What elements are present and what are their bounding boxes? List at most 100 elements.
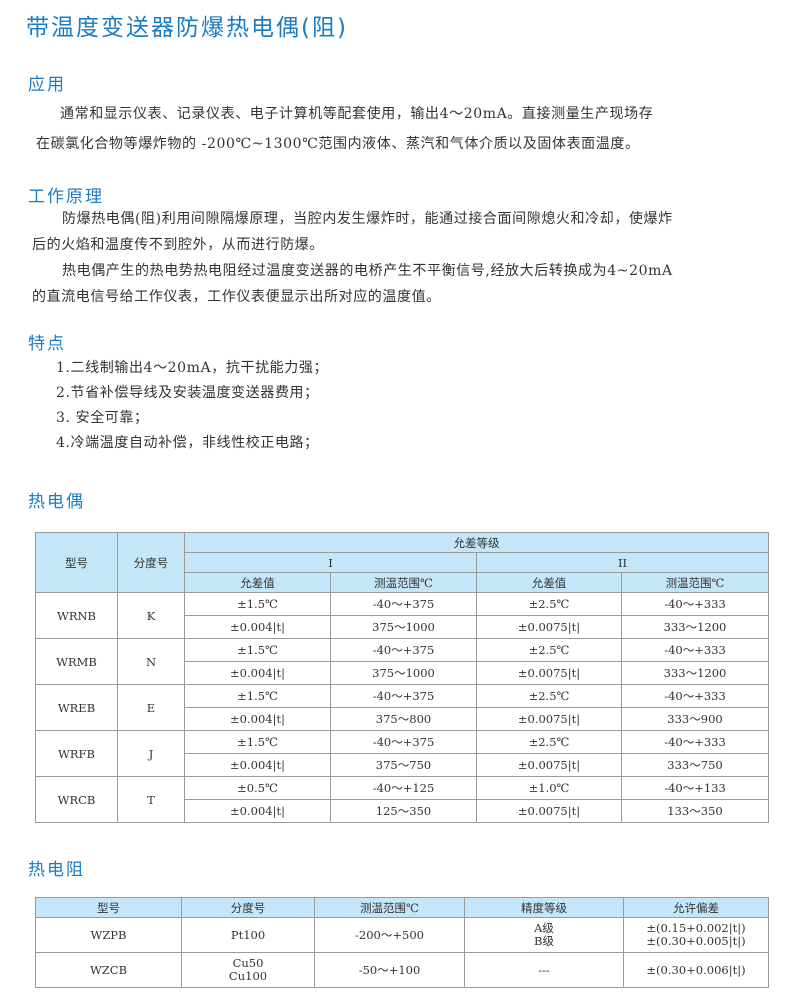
table-row: WRFB J ±1.5℃ -40～+375 ±2.5℃ -40～+333 <box>35 730 769 777</box>
cell-model: WRMB <box>35 638 118 685</box>
cell-range: -200～+500 <box>314 917 465 953</box>
cell-tolerance-1: ±0.5℃ <box>184 776 331 800</box>
thermocouple-table: 型号 分度号 允差等级 I II 允差值 测温范围℃ 允差值 测温范围℃ WRNB K ±1.5… <box>35 532 769 823</box>
cell-tolerance-2: ±2.5℃ <box>476 592 622 616</box>
table-row: ±0.004|t| 375～1000 ±0.0075|t| 333～1200 <box>36 661 769 685</box>
cell-range-1: -40～+125 <box>330 776 477 800</box>
table-row: ±0.004|t| 375～800 ±0.0075|t| 333～900 <box>36 707 769 731</box>
cell-range-2: 333～750 <box>621 753 769 777</box>
cell-accuracy: A级 B级 <box>464 917 624 953</box>
cell-line: B级 <box>534 934 554 948</box>
paragraph-line: 通常和显示仪表、记录仪表、电子计算机等配套使用，输出4～20mA。直接测量生产现… <box>60 106 654 122</box>
cell-range-1: 375～1000 <box>330 615 477 639</box>
cell-range-1: 375～750 <box>330 753 477 777</box>
cell-tolerance-1: ±0.004|t| <box>184 753 331 777</box>
cell-tolerance-2: ±0.0075|t| <box>476 707 622 731</box>
header-tolerance: 允差值 <box>476 572 622 593</box>
cell-range-1: -40～+375 <box>330 730 477 754</box>
cell-tolerance-2: ±0.0075|t| <box>476 661 622 685</box>
cell-range-1: -40～+375 <box>330 684 477 708</box>
cell-tolerance-1: ±1.5℃ <box>184 730 331 754</box>
cell-line: A级 <box>534 921 554 935</box>
cell-tolerance-2: ±0.0075|t| <box>476 615 622 639</box>
header-graduation: 分度号 <box>117 532 185 593</box>
cell-line: Pt100 <box>230 927 266 942</box>
table-row: WZPB Pt100 -200～+500 A级 B级 ±(0.15+0.002|t… <box>35 917 769 953</box>
cell-deviation: ±(0.15+0.002|t|) ±(0.30+0.005|t|) <box>623 917 769 953</box>
cell-graduation: T <box>117 776 185 823</box>
cell-tolerance-2: ±0.0075|t| <box>476 753 622 777</box>
cell-graduation: K <box>117 592 185 639</box>
header-class-2: II <box>476 552 769 573</box>
heading-rtd: 热电阻 <box>28 860 85 880</box>
cell-graduation: E <box>117 684 185 731</box>
heading-principle: 工作原理 <box>28 187 104 207</box>
cell-model: WRCB <box>35 776 118 823</box>
header-class-1: I <box>184 552 477 573</box>
header-tolerance: 允差值 <box>184 572 331 593</box>
header-range: 测温范围℃ <box>314 897 465 918</box>
cell-range-2: -40～+333 <box>621 684 769 708</box>
heading-application: 应用 <box>28 75 66 95</box>
cell-model: WZPB <box>35 917 182 953</box>
cell-tolerance-2: ±0.0075|t| <box>476 799 622 823</box>
header-range: 测温范围℃ <box>621 572 769 593</box>
cell-tolerance-1: ±1.5℃ <box>184 592 331 616</box>
cell-tolerance-2: ±1.0℃ <box>476 776 622 800</box>
cell-graduation: Pt100 <box>181 917 315 953</box>
paragraph-line: 后的火焰和温度传不到腔外，从而进行防爆。 <box>32 237 324 253</box>
cell-model: WRFB <box>35 730 118 777</box>
header-model: 型号 <box>35 532 118 593</box>
header-range: 测温范围℃ <box>330 572 477 593</box>
header-accuracy: 精度等级 <box>464 897 624 918</box>
paragraph-line: 的直流电信号给工作仪表，工作仪表便显示出所对应的温度值。 <box>32 289 441 305</box>
cell-range-2: -40～+333 <box>621 592 769 616</box>
feature-item: 2.节省补偿导线及安装温度变送器费用； <box>56 385 319 401</box>
cell-range-1: -40～+375 <box>330 592 477 616</box>
table-row: WRNB K ±1.5℃ -40～+375 ±2.5℃ -40～+333 <box>35 592 769 639</box>
cell-range-2: 333～1200 <box>621 615 769 639</box>
cell-line: Cu100 <box>228 969 268 983</box>
cell-accuracy: --- <box>464 952 624 988</box>
cell-graduation: N <box>117 638 185 685</box>
feature-item: 3. 安全可靠； <box>56 410 149 426</box>
cell-graduation: Cu50 Cu100 <box>181 952 315 988</box>
cell-line: ±(0.15+0.002|t|) <box>646 921 746 935</box>
header-deviation: 允许偏差 <box>623 897 769 918</box>
cell-graduation: J <box>117 730 185 777</box>
header-graduation: 分度号 <box>181 897 315 918</box>
cell-tolerance-1: ±1.5℃ <box>184 684 331 708</box>
cell-range-1: 125～350 <box>330 799 477 823</box>
cell-tolerance-1: ±0.004|t| <box>184 799 331 823</box>
cell-range: -50～+100 <box>314 952 465 988</box>
paragraph-line: 在碳氯化合物等爆炸物的 -200℃~1300℃范围内液体、蒸汽和气体介质以及固体… <box>36 136 640 152</box>
page-title: 带温度变送器防爆热电偶(阻) <box>26 15 348 41</box>
header-tolerance-class: 允差等级 <box>184 532 769 553</box>
cell-range-2: -40～+333 <box>621 730 769 754</box>
cell-line: ±(0.30+0.006|t|) <box>646 962 746 977</box>
cell-tolerance-1: ±0.004|t| <box>184 707 331 731</box>
heading-thermocouple: 热电偶 <box>28 492 85 512</box>
cell-range-2: -40～+133 <box>621 776 769 800</box>
feature-item: 4.冷端温度自动补偿，非线性校正电路； <box>56 435 319 451</box>
table-row: WZCB Cu50 Cu100 -50～+100 --- ±(0.30+0.006… <box>35 952 769 988</box>
cell-tolerance-1: ±0.004|t| <box>184 661 331 685</box>
cell-range-2: 133～350 <box>621 799 769 823</box>
table-row: ±0.004|t| 375～750 ±0.0075|t| 333～750 <box>36 753 769 777</box>
cell-model: WREB <box>35 684 118 731</box>
cell-tolerance-1: ±1.5℃ <box>184 638 331 662</box>
cell-tolerance-2: ±2.5℃ <box>476 638 622 662</box>
header-model: 型号 <box>35 897 182 918</box>
feature-item: 1.二线制输出4～20mA，抗干扰能力强； <box>56 360 329 376</box>
cell-range-1: 375～1000 <box>330 661 477 685</box>
cell-line: ±(0.30+0.005|t|) <box>646 934 746 948</box>
cell-tolerance-1: ±0.004|t| <box>184 615 331 639</box>
cell-range-2: -40～+333 <box>621 638 769 662</box>
cell-line: Cu50 <box>232 956 264 970</box>
cell-model: WRNB <box>35 592 118 639</box>
table-row: WRMB N ±1.5℃ -40～+375 ±2.5℃ -40～+333 <box>35 638 769 685</box>
paragraph-line: 防爆热电偶(阻)利用间隙隔爆原理，当腔内发生爆炸时，能通过接合面间隙熄火和冷却，… <box>62 211 673 227</box>
cell-line: --- <box>538 962 550 977</box>
cell-range-1: 375～800 <box>330 707 477 731</box>
